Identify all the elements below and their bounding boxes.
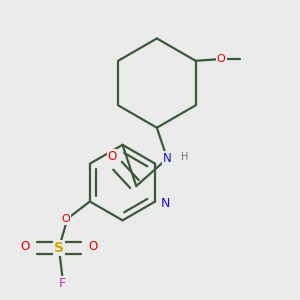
Text: N: N (163, 152, 172, 165)
Text: O: O (61, 214, 70, 224)
Text: O: O (20, 240, 29, 253)
Text: O: O (108, 150, 117, 164)
Text: O: O (89, 240, 98, 253)
Text: H: H (181, 152, 188, 162)
Text: N: N (161, 197, 170, 210)
Text: F: F (59, 277, 66, 290)
Text: O: O (217, 54, 226, 64)
Text: S: S (54, 241, 64, 255)
